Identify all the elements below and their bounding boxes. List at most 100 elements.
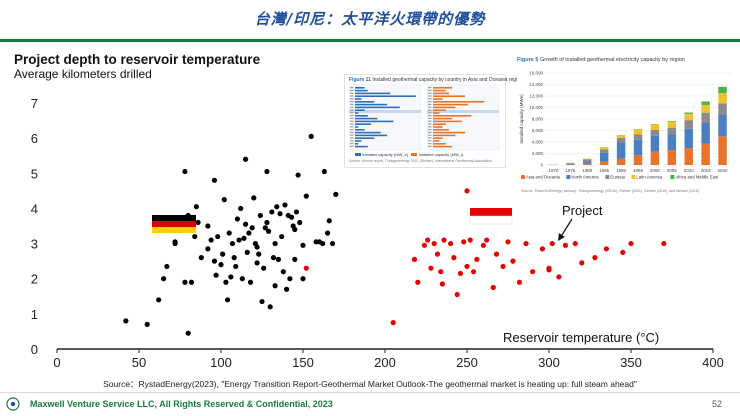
inset-stack-segment <box>650 135 660 152</box>
footer-copyright: Maxwell Venture Service LLC, All Rights … <box>30 399 333 409</box>
inset-x-tick: 2015 <box>701 168 712 173</box>
page-number: 52 <box>712 399 723 409</box>
inset-bar <box>355 131 381 134</box>
x-tick-label: 200 <box>374 355 396 370</box>
data-point <box>448 240 454 247</box>
data-point <box>530 269 536 275</box>
data-point <box>182 279 188 285</box>
data-point <box>262 225 268 231</box>
inset-highlight-row <box>427 110 499 113</box>
inset-bar <box>433 95 465 97</box>
data-point <box>474 256 480 262</box>
data-point <box>243 221 249 227</box>
inset-bar <box>355 126 359 128</box>
data-point <box>257 212 263 219</box>
data-point <box>256 251 262 257</box>
inset-bar <box>355 89 368 92</box>
data-point <box>272 283 278 289</box>
inset-row-label <box>350 101 354 103</box>
x-tick-label: 250 <box>456 355 478 370</box>
data-point <box>254 260 260 266</box>
chart-subtitle: Average kilometers drilled <box>14 67 152 81</box>
inset-stack-segment <box>684 112 693 114</box>
inset-row-label <box>350 134 354 136</box>
data-point <box>164 263 170 270</box>
inset-stack-segment <box>616 135 626 138</box>
inset-left-caption: Figure 11 Installed geothermal capacity … <box>349 77 540 83</box>
data-point <box>195 219 201 226</box>
data-point <box>321 168 327 175</box>
inset-stack-segment <box>650 124 660 130</box>
data-point <box>279 233 285 240</box>
data-point <box>238 205 244 212</box>
inset-row-label <box>428 103 432 105</box>
inset-row-label <box>350 87 354 89</box>
data-point <box>480 242 486 248</box>
inset-x-tick: 1995 <box>633 168 644 173</box>
data-point <box>205 246 211 252</box>
inset-bar <box>355 140 362 142</box>
inset-stack-segment <box>667 127 677 135</box>
data-point <box>234 216 240 222</box>
y-tick-label: 5 <box>31 166 38 181</box>
data-point <box>267 304 273 310</box>
data-point <box>546 267 552 273</box>
x-tick-label: 0 <box>53 355 60 370</box>
inset-stack-segment <box>583 158 592 160</box>
data-point <box>292 226 298 233</box>
inset-bar <box>433 109 446 111</box>
data-point <box>441 237 447 243</box>
data-point <box>280 269 286 275</box>
inset-bar <box>433 140 440 142</box>
inset-row-label <box>428 131 432 133</box>
inset-stack-segment <box>633 129 643 135</box>
inset-x-tick: 1975 <box>565 168 576 173</box>
chart-title: Project depth to reservoir temperature <box>14 52 261 67</box>
data-point <box>428 265 434 271</box>
data-point <box>274 204 280 210</box>
data-point <box>421 242 427 248</box>
inset-legend-swatch <box>521 175 525 179</box>
x-axis-label: Reservoir temperature (°C) <box>503 330 659 345</box>
data-point <box>620 249 626 255</box>
inset-y-tick: 16,000 <box>529 71 543 76</box>
inset-stack-segment <box>701 104 710 113</box>
inset-bar <box>433 120 462 123</box>
inset-stack-segment <box>667 150 677 165</box>
data-point <box>241 235 247 241</box>
data-point <box>493 251 500 257</box>
inset-bar <box>355 101 375 103</box>
inset-row-label <box>350 95 354 97</box>
data-point <box>156 297 162 303</box>
indonesia-flag <box>469 208 513 225</box>
data-point <box>224 297 231 303</box>
inset-y-tick: 14,000 <box>529 82 543 87</box>
inset-stack-segment <box>684 128 693 149</box>
inset-row-label <box>428 143 432 145</box>
inset-row-label <box>350 92 354 94</box>
data-point <box>510 258 516 264</box>
data-point <box>592 255 598 261</box>
data-point <box>329 240 336 247</box>
inset-legend-label: Eurasia <box>610 175 625 180</box>
inset-legend-swatch <box>670 175 675 179</box>
data-point <box>326 218 332 224</box>
data-point <box>215 233 221 240</box>
data-point <box>300 276 306 282</box>
x-tick-label: 300 <box>538 355 560 370</box>
inset-stack-segment <box>701 122 710 144</box>
inset-row-label <box>428 145 432 147</box>
inset-y-tick: 12,000 <box>529 94 543 99</box>
inset-row-label <box>428 92 432 94</box>
inset-row-label <box>428 129 432 131</box>
inset-right-caption: Figure 5 Growth of installed geothermal … <box>517 57 685 63</box>
inset-legend-label: Latin America <box>636 175 663 180</box>
inset-y-label: Installed capacity (MWe) <box>519 94 524 144</box>
data-point <box>516 279 523 285</box>
y-tick-label: 0 <box>31 342 38 357</box>
inset-y-tick: 6,000 <box>532 128 544 133</box>
data-point <box>236 237 242 243</box>
data-point <box>284 286 290 292</box>
inset-stack-segment <box>633 139 643 156</box>
inset-bar <box>433 98 443 100</box>
